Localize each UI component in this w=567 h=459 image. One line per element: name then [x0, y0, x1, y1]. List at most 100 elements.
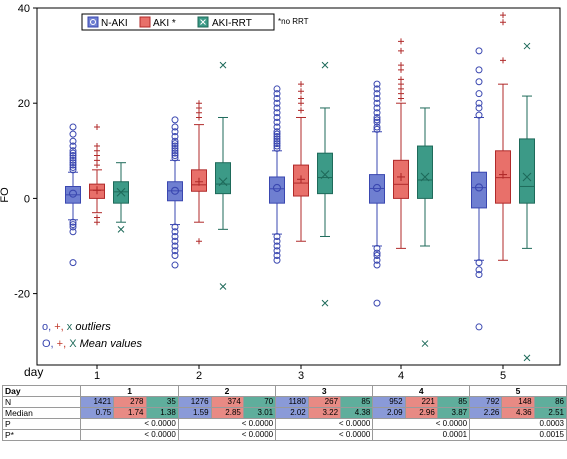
- table-cell: < 0.0000: [177, 418, 277, 430]
- box-group: [393, 38, 409, 249]
- box: [215, 162, 231, 195]
- y-tick-label: 0: [24, 193, 30, 205]
- table-cell: 70: [242, 396, 277, 408]
- table-cell: 1.38: [145, 407, 179, 419]
- table-row-label: N: [1, 396, 82, 408]
- annotation-means-x: X: [69, 338, 79, 350]
- y-tick-label: -20: [14, 289, 30, 301]
- plot-frame: [36, 7, 561, 366]
- table-cell: 1.74: [113, 407, 147, 419]
- annotation-outliers-x: x: [67, 321, 76, 333]
- outlier-point: [219, 283, 227, 290]
- outlier-point: [373, 85, 381, 93]
- outlier-point: [421, 340, 429, 347]
- box-group: [317, 61, 333, 307]
- outlier-point: [69, 221, 77, 229]
- table-row: P* < 0.0000 < 0.0000 < 0.0000 0.0001 0.0015: [1, 429, 567, 441]
- outlier-point: [171, 147, 179, 155]
- outlier-point: [475, 323, 483, 331]
- legend: N-AKI AKI * AKI-RRT: [81, 13, 275, 31]
- outlier-point: [171, 228, 179, 236]
- table-cell: 0.75: [80, 407, 115, 419]
- box-group: [369, 80, 385, 307]
- outlier-point: [273, 137, 281, 145]
- table-cell: 2.09: [372, 407, 406, 419]
- table-cell: 2.51: [533, 407, 567, 419]
- table-cell: 1.59: [177, 407, 212, 419]
- outlier-point: [373, 94, 381, 102]
- y-tick-label: 20: [18, 98, 30, 110]
- outlier-point: [273, 123, 281, 131]
- mean-marker: [170, 186, 180, 195]
- table-header-day-number: 2: [177, 385, 277, 397]
- outlier-point: [273, 135, 281, 143]
- outlier-point: [94, 143, 100, 150]
- outlier-point: [171, 252, 179, 260]
- mean-marker: [522, 172, 532, 182]
- outlier-point: [298, 95, 304, 102]
- outlier-point: [171, 223, 179, 231]
- box-group: [65, 123, 81, 267]
- outlier-point: [475, 259, 483, 267]
- outlier-point: [373, 90, 381, 98]
- outlier-point: [373, 116, 381, 124]
- outlier-point: [523, 354, 531, 362]
- outlier-point: [171, 128, 179, 136]
- outlier-point: [273, 90, 281, 98]
- mean-marker: [297, 175, 305, 184]
- table-row-label: P*: [1, 429, 82, 441]
- outlier-point: [69, 159, 77, 167]
- annotation-means: O, +, X Mean values: [42, 338, 142, 350]
- table-cell: 4.38: [340, 407, 374, 419]
- outlier-point: [273, 232, 281, 240]
- table-cell: < 0.0000: [80, 418, 179, 430]
- outlier-point: [196, 238, 202, 245]
- outlier-point: [398, 62, 404, 69]
- x-tick-label: 5: [500, 370, 506, 382]
- summary-table: Day 1 2 3 4 5 N 1421 278 35 1276 374 70 1180 267 85 952 2…: [1, 385, 567, 441]
- table-header-day-number: 1: [80, 385, 179, 397]
- outlier-point: [273, 113, 281, 121]
- outlier-point: [171, 149, 179, 157]
- table-row-label: P: [1, 418, 82, 430]
- outlier-point: [219, 61, 227, 69]
- outlier-point: [69, 223, 77, 231]
- outlier-point: [171, 152, 179, 160]
- outlier-point: [171, 261, 179, 269]
- table-cell: 35: [145, 396, 179, 408]
- legend-swatch-aki: [139, 16, 151, 28]
- outlier-point: [475, 47, 483, 55]
- legend-label-aki: AKI *: [153, 18, 176, 29]
- box-group: [191, 100, 207, 245]
- box-plot: 40 20 0 -20 1 2 3 4 5 FO day N-AKI AKI * AKI-RR…: [0, 3, 561, 382]
- outlier-point: [69, 130, 77, 138]
- table-cell: 1276: [177, 396, 212, 408]
- outlier-point: [475, 111, 483, 119]
- mean-marker: [93, 186, 101, 195]
- outlier-point: [273, 130, 281, 138]
- outlier-point: [273, 133, 281, 141]
- table-row: Median 0.75 1.74 1.38 1.59 2.85 3.01 2.02 3.22 4.…: [1, 407, 567, 419]
- outlier-point: [69, 218, 77, 226]
- legend-frame: [81, 13, 275, 31]
- x-tick-label: 3: [298, 370, 304, 382]
- outlier-point: [69, 152, 77, 160]
- outlier-point: [273, 140, 281, 148]
- box-group: [167, 116, 183, 269]
- outlier-point: [398, 76, 404, 83]
- box: [269, 176, 285, 204]
- outlier-point: [69, 123, 77, 131]
- box-group: [293, 81, 309, 242]
- legend-marker-n-aki: [90, 19, 96, 25]
- table-cell: < 0.0000: [275, 429, 374, 441]
- outlier-point: [398, 38, 404, 45]
- outlier-point: [171, 123, 179, 131]
- legend-swatch-n-aki: [87, 16, 99, 28]
- outlier-point: [373, 261, 381, 269]
- table-row: P < 0.0000 < 0.0000 < 0.0000 < 0.0000 0.0003: [1, 418, 567, 430]
- table-cell: 85: [436, 396, 471, 408]
- table-cell: 4.36: [501, 407, 535, 419]
- outlier-point: [373, 80, 381, 88]
- annotation-outliers-circle: o,: [42, 321, 54, 333]
- outlier-point: [171, 237, 179, 245]
